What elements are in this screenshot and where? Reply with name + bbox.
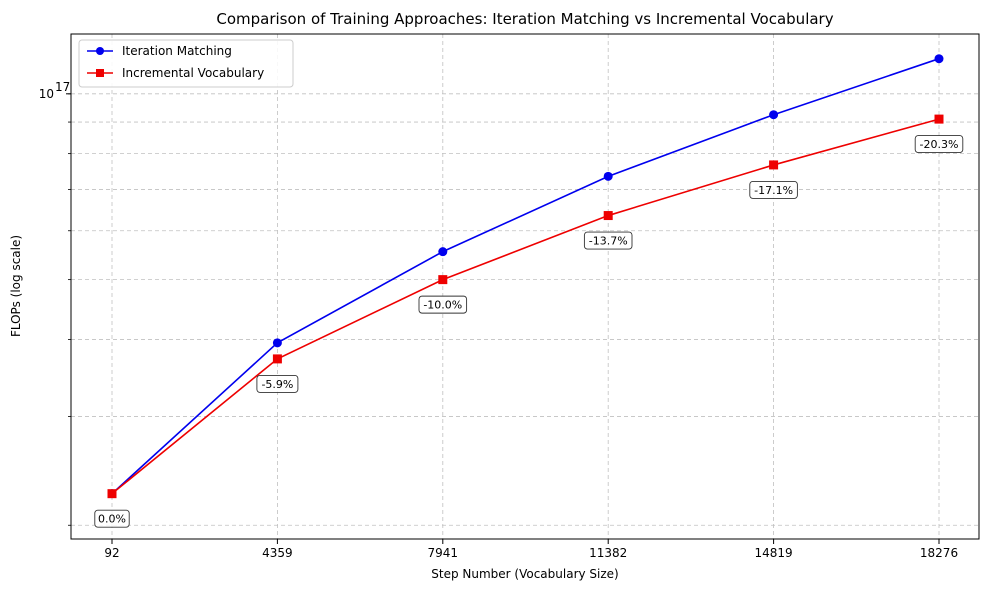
x-tick-label: 14819 — [755, 546, 793, 560]
series-1-point — [272, 354, 282, 364]
legend-label-incremental: Incremental Vocabulary — [122, 66, 264, 80]
legend-marker-iteration — [96, 47, 104, 55]
annotation-label: -5.9% — [261, 378, 293, 391]
annotation-label: -10.0% — [423, 299, 462, 312]
annotation-box — [914, 135, 964, 154]
chart-title: Comparison of Training Approaches: Itera… — [216, 10, 833, 28]
grid — [71, 34, 979, 539]
series-1-point — [107, 489, 117, 499]
series-1-point — [934, 114, 944, 124]
series-layer — [107, 54, 944, 499]
annotation-box — [418, 295, 468, 314]
series-0-point — [603, 171, 613, 181]
plot-area — [70, 33, 980, 540]
legend-box — [78, 39, 294, 88]
annotation-box — [94, 509, 130, 528]
series-line-1 — [111, 118, 940, 495]
series-0-point — [934, 54, 944, 64]
annotation-label: -20.3% — [920, 138, 959, 151]
annotation-label: 0.0% — [98, 513, 126, 526]
series-1-point — [603, 211, 613, 221]
x-tick-label: 7941 — [428, 546, 459, 560]
annotation-box — [583, 231, 633, 250]
y-tick-label-exponent: 17 — [55, 80, 70, 94]
x-tick-label: 4359 — [262, 546, 293, 560]
series-0-point — [769, 110, 779, 120]
annotation-box — [256, 374, 299, 393]
x-tick-label: 11382 — [589, 546, 627, 560]
legend-label-iteration: Iteration Matching — [122, 44, 232, 58]
series-line-0 — [111, 57, 940, 495]
y-axis-ticks: 10 17 — [39, 80, 71, 526]
legend: Iteration Matching Incremental Vocabular… — [78, 39, 294, 88]
legend-marker-incremental — [96, 69, 104, 77]
x-tick-label: 92 — [104, 546, 119, 560]
y-tick-label-base: 10 — [39, 87, 54, 101]
annotation-label: -17.1% — [754, 184, 793, 197]
y-axis-label: FLOPs (log scale) — [9, 235, 23, 337]
annotations: 0.0% -5.9% -10.0% -13.7% -17.1% -20.3% — [94, 135, 964, 528]
series-0-point — [272, 338, 282, 348]
x-tick-label: 18276 — [920, 546, 958, 560]
annotation-label: -13.7% — [589, 235, 628, 248]
series-1-point — [769, 160, 779, 170]
x-axis-ticks: 92 4359 7941 11382 14819 18276 — [104, 539, 958, 560]
x-axis-label: Step Number (Vocabulary Size) — [431, 567, 618, 581]
series-0-point — [438, 247, 448, 257]
annotation-box — [749, 180, 798, 199]
series-1-point — [438, 275, 448, 285]
